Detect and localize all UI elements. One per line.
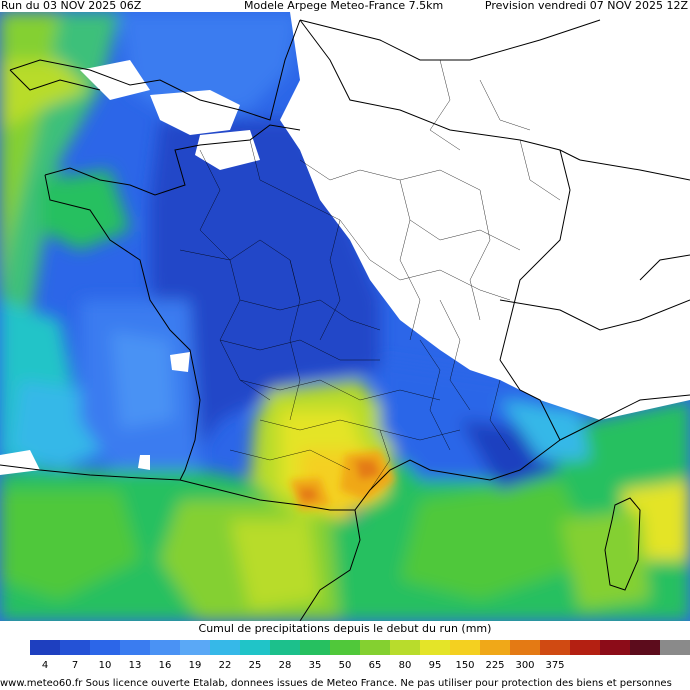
model-label: Modele Arpege Meteo-France 7.5km: [244, 0, 444, 12]
map-graphic: [0, 12, 690, 621]
colorbar-swatch: [510, 640, 540, 655]
colorbar-swatch: [630, 640, 660, 655]
colorbar-swatch: [600, 640, 630, 655]
precipitation-colorbar: [0, 640, 690, 655]
colorbar-tick-label: 65: [368, 660, 382, 671]
colorbar-swatch: [270, 640, 300, 655]
colorbar-swatch: [0, 640, 30, 655]
colorbar-tick-label: 10: [98, 660, 112, 671]
legend-title: Cumul de precipitations depuis le debut …: [0, 621, 690, 637]
colorbar-swatch: [240, 640, 270, 655]
colorbar-swatch: [90, 640, 120, 655]
colorbar-tick-label: 300: [515, 660, 535, 671]
colorbar-swatch: [570, 640, 600, 655]
coastline-layer: [0, 19, 690, 621]
colorbar-tick-label: 16: [158, 660, 172, 671]
colorbar-tick-label: 7: [71, 660, 79, 671]
colorbar-swatch: [180, 640, 210, 655]
colorbar-swatch: [360, 640, 390, 655]
colorbar-tick-label: 95: [428, 660, 442, 671]
colorbar-tick-label: 50: [338, 660, 352, 671]
colorbar-tick-label: 19: [188, 660, 202, 671]
colorbar-tick-label: 35: [308, 660, 322, 671]
colorbar-tick-label: 22: [218, 660, 232, 671]
colorbar-swatch: [540, 640, 570, 655]
colorbar-ticks: 4 7 10 13 16 19 22 25 28 35 50 65 80 95 150 225 300 375: [0, 657, 690, 679]
colorbar-tick-label: 25: [248, 660, 262, 671]
colorbar-swatch: [30, 640, 60, 655]
colorbar-swatch: [390, 640, 420, 655]
colorbar-swatch: [660, 640, 690, 655]
colorbar-swatch: [120, 640, 150, 655]
colorbar-tick-label: 375: [545, 660, 565, 671]
colorbar-swatch: [450, 640, 480, 655]
department-borders: [179, 59, 561, 491]
colorbar-swatch: [300, 640, 330, 655]
colorbar-swatch: [60, 640, 90, 655]
colorbar-tick-label: 225: [485, 660, 505, 671]
run-time-label: Run du 03 NOV 2025 06Z: [1, 0, 142, 12]
colorbar-tick-label: 13: [128, 660, 142, 671]
map-header: Run du 03 NOV 2025 06Z Modele Arpege Met…: [0, 0, 690, 12]
precipitation-map: [0, 12, 690, 621]
colorbar-tick-label: 28: [278, 660, 292, 671]
colorbar-swatch: [330, 640, 360, 655]
colorbar-swatch: [150, 640, 180, 655]
colorbar-swatch: [420, 640, 450, 655]
forecast-time-label: Prevision vendredi 07 NOV 2025 12Z: [484, 0, 688, 12]
colorbar-swatch: [210, 640, 240, 655]
colorbar-tick-label: 150: [455, 660, 475, 671]
colorbar-tick-label: 80: [398, 660, 412, 671]
colorbar-swatch: [480, 640, 510, 655]
footer-credit: www.meteo60.fr Sous licence ouverte Etal…: [0, 678, 672, 689]
colorbar-tick-label: 4: [41, 660, 49, 671]
